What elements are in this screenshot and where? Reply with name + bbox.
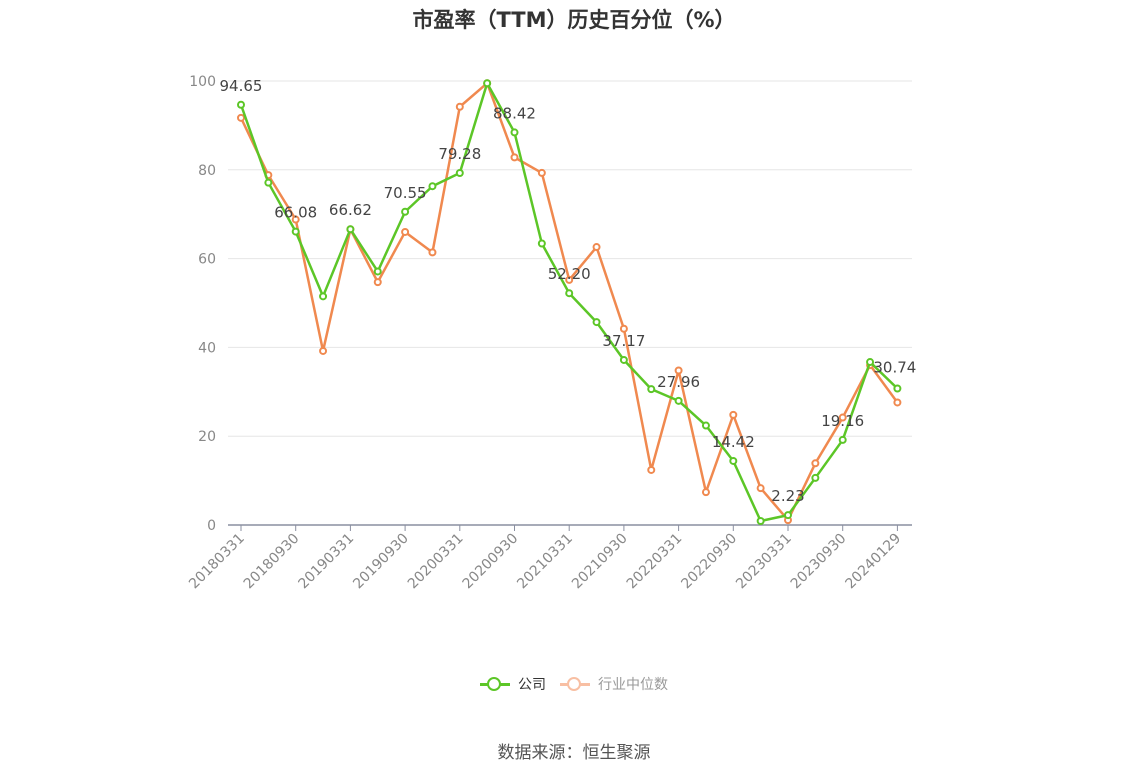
- data-point: [565, 275, 574, 284]
- series-line: [239, 81, 899, 522]
- data-point: [674, 396, 683, 405]
- legend-item-industry[interactable]: 行业中位数: [560, 674, 668, 694]
- legend-swatch-industry: [560, 677, 590, 691]
- data-label: 66.62: [329, 201, 372, 219]
- data-label: 14.42: [712, 433, 755, 451]
- data-label: 27.96: [657, 373, 700, 391]
- data-point: [291, 215, 300, 224]
- data-point: [811, 473, 820, 482]
- series-line: [239, 81, 899, 523]
- legend-label-industry: 行业中位数: [598, 677, 668, 693]
- data-point: [428, 248, 437, 257]
- data-label: 2.23: [771, 487, 804, 505]
- data-label: 88.42: [493, 104, 536, 122]
- data-label: 52.20: [548, 265, 591, 283]
- data-point: [510, 128, 519, 137]
- data-label: 66.08: [274, 204, 317, 222]
- x-tick-label: 20240129: [843, 531, 905, 593]
- data-point: [428, 182, 437, 191]
- data-point: [373, 267, 382, 276]
- data-point: [729, 456, 738, 465]
- data-label: 19.16: [821, 412, 864, 430]
- data-point: [592, 243, 601, 252]
- data-point: [237, 100, 245, 109]
- legend-swatch-company: [480, 677, 510, 691]
- data-point: [784, 511, 792, 520]
- data-point: [756, 484, 765, 493]
- y-tick-label: 20: [198, 429, 216, 445]
- x-tick-label: 20210331: [514, 531, 576, 593]
- x-tick-label: 20220930: [678, 531, 740, 593]
- data-point: [701, 421, 710, 430]
- data-point: [838, 435, 847, 444]
- x-tick-label: 20190930: [350, 531, 412, 593]
- data-point: [647, 465, 656, 474]
- data-point: [537, 168, 546, 177]
- data-point: [319, 292, 328, 301]
- y-tick-label: 100: [189, 74, 216, 90]
- data-point: [510, 153, 519, 162]
- data-point: [619, 355, 628, 364]
- x-tick-label: 20180930: [241, 531, 303, 593]
- data-point: [291, 227, 300, 236]
- data-label: 79.28: [438, 145, 481, 163]
- data-point: [838, 413, 847, 422]
- y-tick-label: 60: [198, 252, 216, 268]
- data-point: [319, 346, 328, 355]
- data-point: [237, 113, 245, 122]
- y-tick-label: 80: [198, 163, 216, 179]
- data-label: 30.74: [873, 359, 916, 377]
- data-point: [701, 488, 710, 497]
- data-point: [401, 227, 410, 236]
- data-point: [455, 168, 464, 177]
- data-point: [619, 324, 628, 333]
- x-tick-label: 20220331: [624, 531, 686, 593]
- data-label: 70.55: [384, 184, 427, 202]
- data-point: [893, 398, 902, 407]
- data-point: [893, 384, 902, 393]
- x-tick-label: 20180331: [186, 531, 248, 593]
- data-point: [674, 366, 683, 375]
- x-tick-label: 20200331: [405, 531, 467, 593]
- x-tick-label: 20210930: [569, 531, 631, 593]
- x-tick-label: 20230331: [733, 531, 795, 593]
- data-point: [866, 358, 875, 367]
- legend: 公司 行业中位数: [0, 674, 1148, 694]
- x-tick-label: 20190331: [296, 531, 358, 593]
- data-source-note: 数据来源：恒生聚源: [497, 743, 651, 763]
- data-point: [346, 225, 355, 234]
- data-point: [592, 318, 601, 327]
- x-tick-label: 20200930: [460, 531, 522, 593]
- data-point: [565, 289, 574, 298]
- data-point: [756, 517, 765, 526]
- legend-label-company: 公司: [518, 677, 546, 693]
- data-point: [811, 459, 820, 468]
- data-label: 94.65: [220, 77, 263, 95]
- y-tick-label: 0: [207, 518, 216, 534]
- x-tick-label: 20230930: [788, 531, 850, 593]
- data-label: 37.17: [602, 332, 645, 350]
- y-tick-label: 40: [198, 340, 216, 356]
- legend-item-company[interactable]: 公司: [480, 674, 546, 694]
- chart-title: 市盈率（TTM）历史百分位（%）: [412, 8, 736, 32]
- data-point: [729, 410, 738, 419]
- data-point: [647, 385, 656, 394]
- data-point: [373, 278, 382, 287]
- data-point: [537, 239, 546, 248]
- data-point: [455, 102, 464, 111]
- data-point: [401, 207, 410, 216]
- data-point: [264, 178, 273, 187]
- data-point: [483, 79, 492, 88]
